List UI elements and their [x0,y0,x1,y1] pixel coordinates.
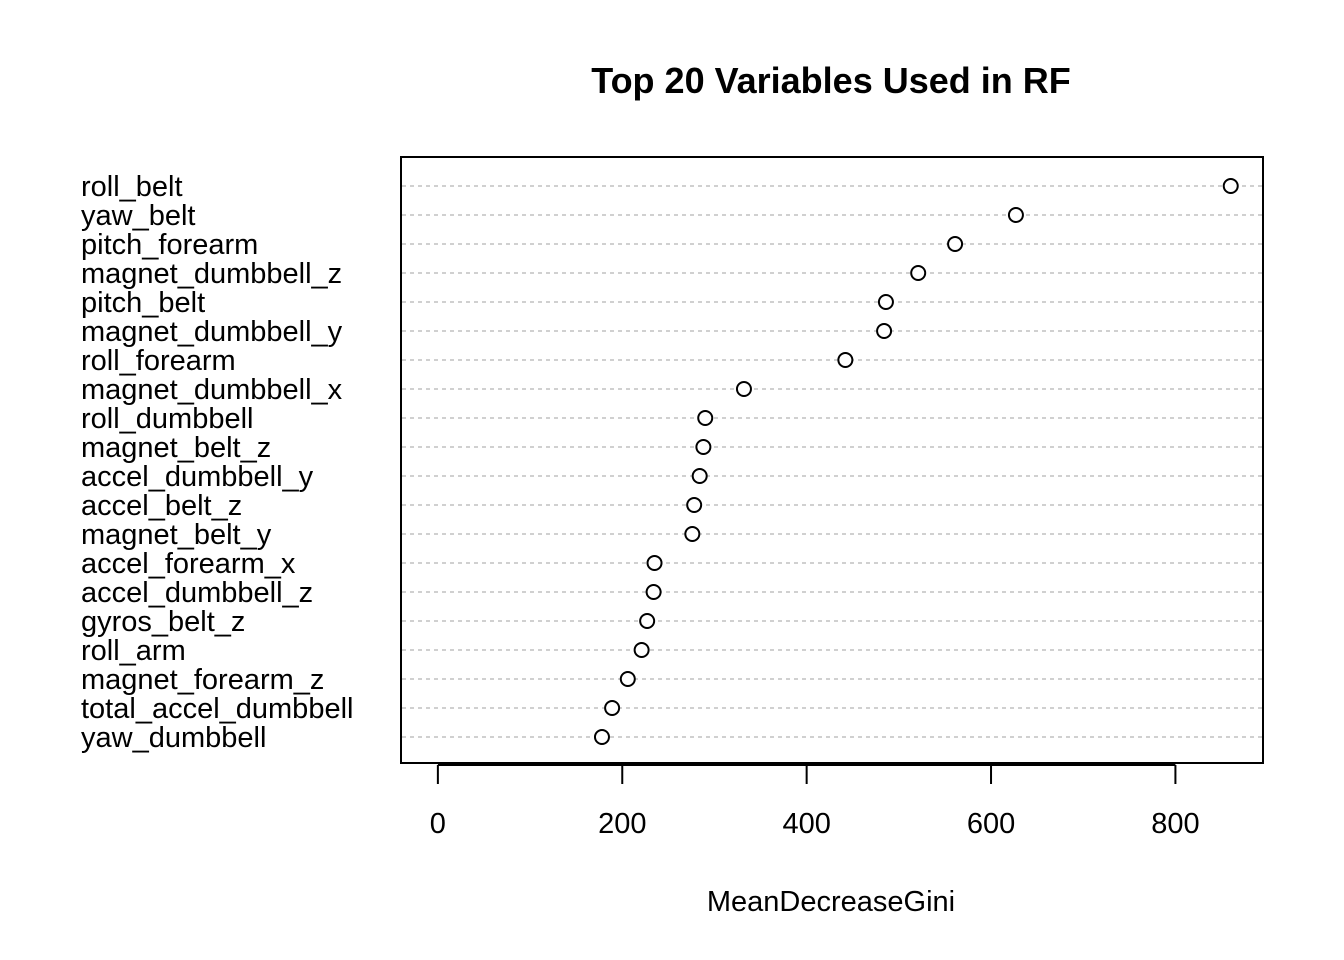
x-tick-label: 800 [1151,808,1199,840]
data-point [697,410,714,426]
x-tick-label: 0 [430,808,446,840]
data-point [639,613,656,629]
category-label: pitch_belt [81,287,205,319]
category-label: magnet_belt_z [81,432,271,464]
data-point [633,642,650,658]
plot-frame [400,156,1264,764]
x-axis-label: MeanDecreaseGini [707,886,955,918]
data-points [593,178,1239,745]
category-label: magnet_belt_y [81,519,272,551]
data-point [604,700,621,716]
category-label: magnet_dumbbell_y [81,316,343,348]
category-label: yaw_belt [81,200,195,232]
x-tick-label: 600 [967,808,1015,840]
category-label: magnet_dumbbell_z [81,258,342,290]
data-point [876,323,893,339]
category-label: total_accel_dumbbell [81,693,353,725]
data-point [735,381,752,397]
data-point [593,729,610,745]
data-point [910,265,927,281]
category-label: gyros_belt_z [81,606,245,638]
data-point [695,439,712,455]
data-point [684,526,701,542]
category-label: roll_belt [81,171,183,203]
data-point [1007,207,1024,223]
data-point [947,236,964,252]
data-point [645,584,662,600]
data-point [1222,178,1239,194]
category-label: magnet_dumbbell_x [81,374,343,406]
category-label: accel_dumbbell_y [81,461,314,493]
category-label: roll_forearm [81,345,236,377]
category-label: accel_dumbbell_z [81,577,313,609]
category-label: magnet_forearm_z [81,664,324,696]
category-labels: roll_beltyaw_beltpitch_forearmmagnet_dum… [81,171,353,754]
category-label: accel_forearm_x [81,548,296,580]
data-point [686,497,703,513]
category-label: yaw_dumbbell [81,722,266,754]
x-tick-label: 200 [598,808,646,840]
grid-lines [402,185,1262,738]
data-point [691,468,708,484]
data-point [619,671,636,687]
data-point [837,352,854,368]
category-label: pitch_forearm [81,229,258,261]
chart-title: Top 20 Variables Used in RF [591,60,1070,101]
x-tick-label: 400 [782,808,830,840]
category-label: roll_dumbbell [81,403,254,435]
data-point [877,294,894,310]
x-axis: 0 200 400 600 800 [430,764,1200,840]
category-label: roll_arm [81,635,186,667]
data-point [646,555,663,571]
category-label: accel_belt_z [81,490,242,522]
